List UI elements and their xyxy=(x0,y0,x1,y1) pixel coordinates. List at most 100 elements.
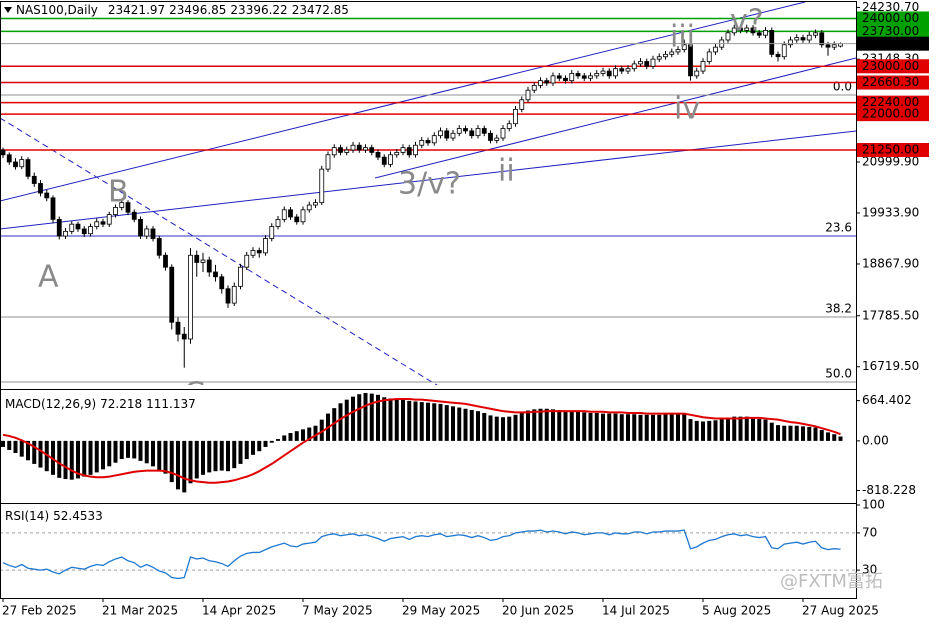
x-tick-label: 20 Jun 2025 xyxy=(502,604,574,618)
macd-bar xyxy=(44,440,49,472)
candle-body xyxy=(75,223,81,230)
macd-bar xyxy=(569,411,574,441)
candle-body xyxy=(594,73,600,77)
candle-body xyxy=(800,37,806,41)
macd-bar xyxy=(257,440,262,452)
macd-bar xyxy=(363,393,368,441)
candle-body xyxy=(300,209,306,223)
wave-label: iv xyxy=(674,92,700,127)
candle-body xyxy=(563,77,568,82)
high: 23496.85 xyxy=(169,3,226,17)
candle-body xyxy=(6,154,12,163)
candle-body xyxy=(400,147,406,153)
close: 23472.85 xyxy=(292,3,349,17)
candle-body xyxy=(363,147,368,151)
candle-body xyxy=(394,152,400,156)
candle-body xyxy=(181,333,187,340)
macd-bar xyxy=(832,434,837,441)
candle-body xyxy=(250,250,256,256)
macd-panel xyxy=(1,393,843,493)
macd-bar xyxy=(32,440,37,464)
candle-body xyxy=(713,46,718,53)
macd-bar xyxy=(682,413,687,441)
candle-body xyxy=(256,250,262,254)
candle-body xyxy=(463,128,468,132)
macd-bar xyxy=(488,415,493,441)
macd-bar xyxy=(288,433,293,441)
candle-body xyxy=(306,204,312,211)
candle-body xyxy=(488,132,493,141)
macd-bar xyxy=(251,440,255,455)
macd-bar xyxy=(544,408,549,441)
level-box xyxy=(857,95,929,110)
candle-body xyxy=(94,221,100,227)
macd-bar xyxy=(601,413,605,441)
macd-bar xyxy=(238,440,243,464)
candle-body xyxy=(238,266,243,287)
header: NAS100,Daily 23421.97 23496.85 23396.22 2347… xyxy=(16,3,349,17)
candle-body xyxy=(700,61,706,72)
candle-body xyxy=(281,209,287,220)
candle-body xyxy=(694,70,700,77)
candle-body xyxy=(525,89,531,101)
macd-bar xyxy=(101,440,105,470)
macd-bar xyxy=(438,403,443,441)
candle-body xyxy=(344,149,350,153)
candle-body xyxy=(44,192,50,199)
candle-body xyxy=(688,44,693,77)
signal-value: 111.137 xyxy=(146,397,196,411)
candle-body xyxy=(669,51,675,55)
header-arrow xyxy=(4,7,12,13)
y-tick-label: 664.402 xyxy=(862,393,912,407)
macd-bar xyxy=(63,440,68,480)
macd-bar xyxy=(276,439,280,441)
y-tick-label: 17785.50 xyxy=(862,308,919,322)
macd-bar xyxy=(501,417,505,441)
candle-body xyxy=(819,32,825,46)
trendlines xyxy=(1,2,856,385)
candle-body xyxy=(50,197,56,220)
candle-body xyxy=(331,147,337,156)
macd-bar xyxy=(338,403,343,441)
macd-bar xyxy=(351,396,355,441)
level-label: 22000.00 xyxy=(862,107,919,121)
macd-bar xyxy=(19,440,24,457)
macd-bar xyxy=(76,440,80,479)
macd-bar xyxy=(788,425,793,441)
macd-bar xyxy=(176,440,180,490)
candle-body xyxy=(738,27,743,31)
macd-bar xyxy=(126,440,130,458)
candle-body xyxy=(444,130,450,139)
candle-body xyxy=(63,230,68,237)
level-box xyxy=(857,24,929,39)
candle-body xyxy=(644,61,650,67)
macd-bar xyxy=(307,427,312,441)
low: 23396.22 xyxy=(230,3,287,17)
macd-bar xyxy=(394,399,399,441)
macd-bar xyxy=(157,440,162,470)
macd-bar xyxy=(557,409,562,441)
macd-bar xyxy=(651,414,655,441)
candle-body xyxy=(131,211,137,220)
level-box xyxy=(857,107,929,122)
macd-bar xyxy=(732,416,737,441)
x-tick-label: 14 Jul 2025 xyxy=(602,604,670,618)
macd-bar xyxy=(769,422,774,441)
macd-bar xyxy=(588,413,593,441)
candle-body xyxy=(375,152,381,158)
macd-bar xyxy=(551,409,555,441)
macd-bar xyxy=(226,440,230,472)
watermark: @FXTM富拓 xyxy=(780,571,883,592)
candle-body xyxy=(81,228,87,235)
macd-bar xyxy=(219,440,224,471)
candle-body xyxy=(650,58,656,67)
candle-body xyxy=(13,161,18,168)
candle-body xyxy=(638,61,643,65)
wave-label: v? xyxy=(730,4,764,39)
candle-body xyxy=(413,144,418,156)
level-label: 24000.00 xyxy=(862,11,919,25)
fib-label: 23.6 xyxy=(825,220,852,234)
macd-bar xyxy=(432,403,437,441)
macd-bar xyxy=(507,416,512,441)
candle-body xyxy=(231,285,237,304)
